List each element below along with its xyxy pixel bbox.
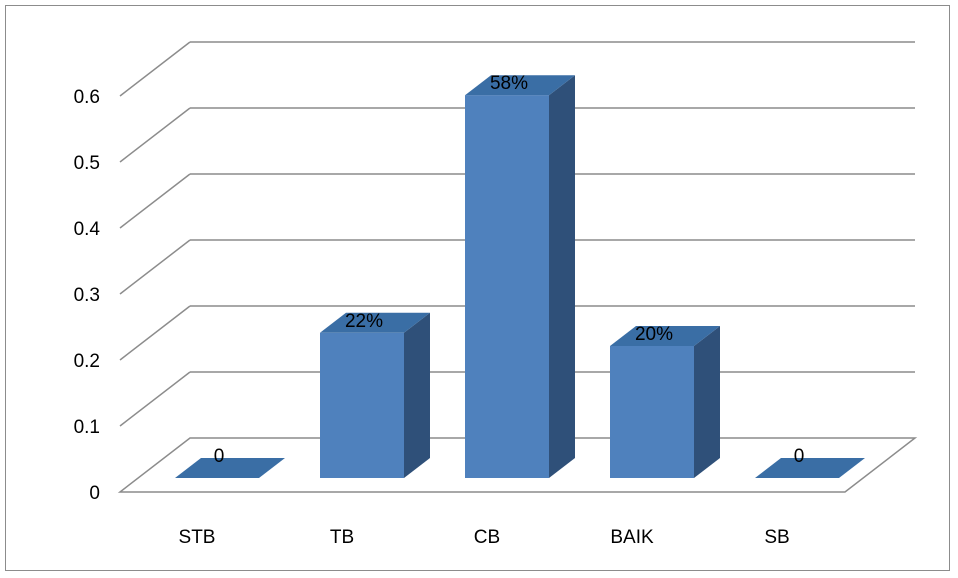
- bar-top: [465, 75, 575, 96]
- bar-front: [465, 95, 549, 478]
- data-label: 0: [214, 446, 225, 467]
- bar-sb: [755, 458, 865, 478]
- bar-series: [175, 75, 865, 478]
- bar-front: [320, 332, 404, 478]
- bar-stb: [175, 458, 285, 478]
- x-category-label: TB: [330, 527, 354, 548]
- y-axis-ticks: 0 0.1 0.2 0.3 0.4 0.5 0.6: [74, 87, 101, 504]
- y-tick-label: 0.1: [74, 417, 100, 438]
- data-labels: 0 22% 58% 20% 0: [214, 73, 805, 467]
- bar-side: [549, 75, 575, 478]
- gridline-diagonal: [119, 41, 191, 97]
- y-tick-label: 0.3: [74, 285, 100, 306]
- data-label: 22%: [345, 311, 383, 332]
- bar-front: [610, 346, 694, 478]
- x-category-label: SB: [764, 527, 789, 548]
- bar-cb: [465, 75, 575, 478]
- data-label: 20%: [635, 324, 673, 345]
- y-tick-label: 0.4: [74, 219, 101, 240]
- bar-top: [755, 458, 865, 478]
- gridline-diagonal: [119, 239, 191, 295]
- data-label: 58%: [490, 73, 528, 94]
- y-tick-label: 0.5: [74, 153, 100, 174]
- bar-tb: [320, 312, 430, 478]
- data-label: 0: [794, 446, 805, 467]
- bar-side: [694, 326, 720, 478]
- category-labels: STB TB CB BAIK SB: [179, 527, 790, 548]
- bar-top: [175, 458, 285, 478]
- bar-top: [610, 326, 720, 346]
- bar-top: [320, 312, 430, 333]
- gridline-diagonal: [119, 107, 191, 163]
- bar-side: [404, 312, 430, 478]
- bar-baik: [610, 326, 720, 478]
- x-category-label: CB: [474, 527, 500, 548]
- gridline-diagonal: [119, 371, 191, 427]
- gridline-diagonal: [119, 173, 191, 229]
- y-tick-label: 0.6: [74, 87, 100, 108]
- y-tick-label: 0.2: [74, 351, 100, 372]
- gridline-diagonal: [119, 305, 191, 361]
- x-category-label: STB: [179, 527, 216, 548]
- x-category-label: BAIK: [610, 527, 654, 548]
- y-tick-label: 0: [89, 483, 100, 504]
